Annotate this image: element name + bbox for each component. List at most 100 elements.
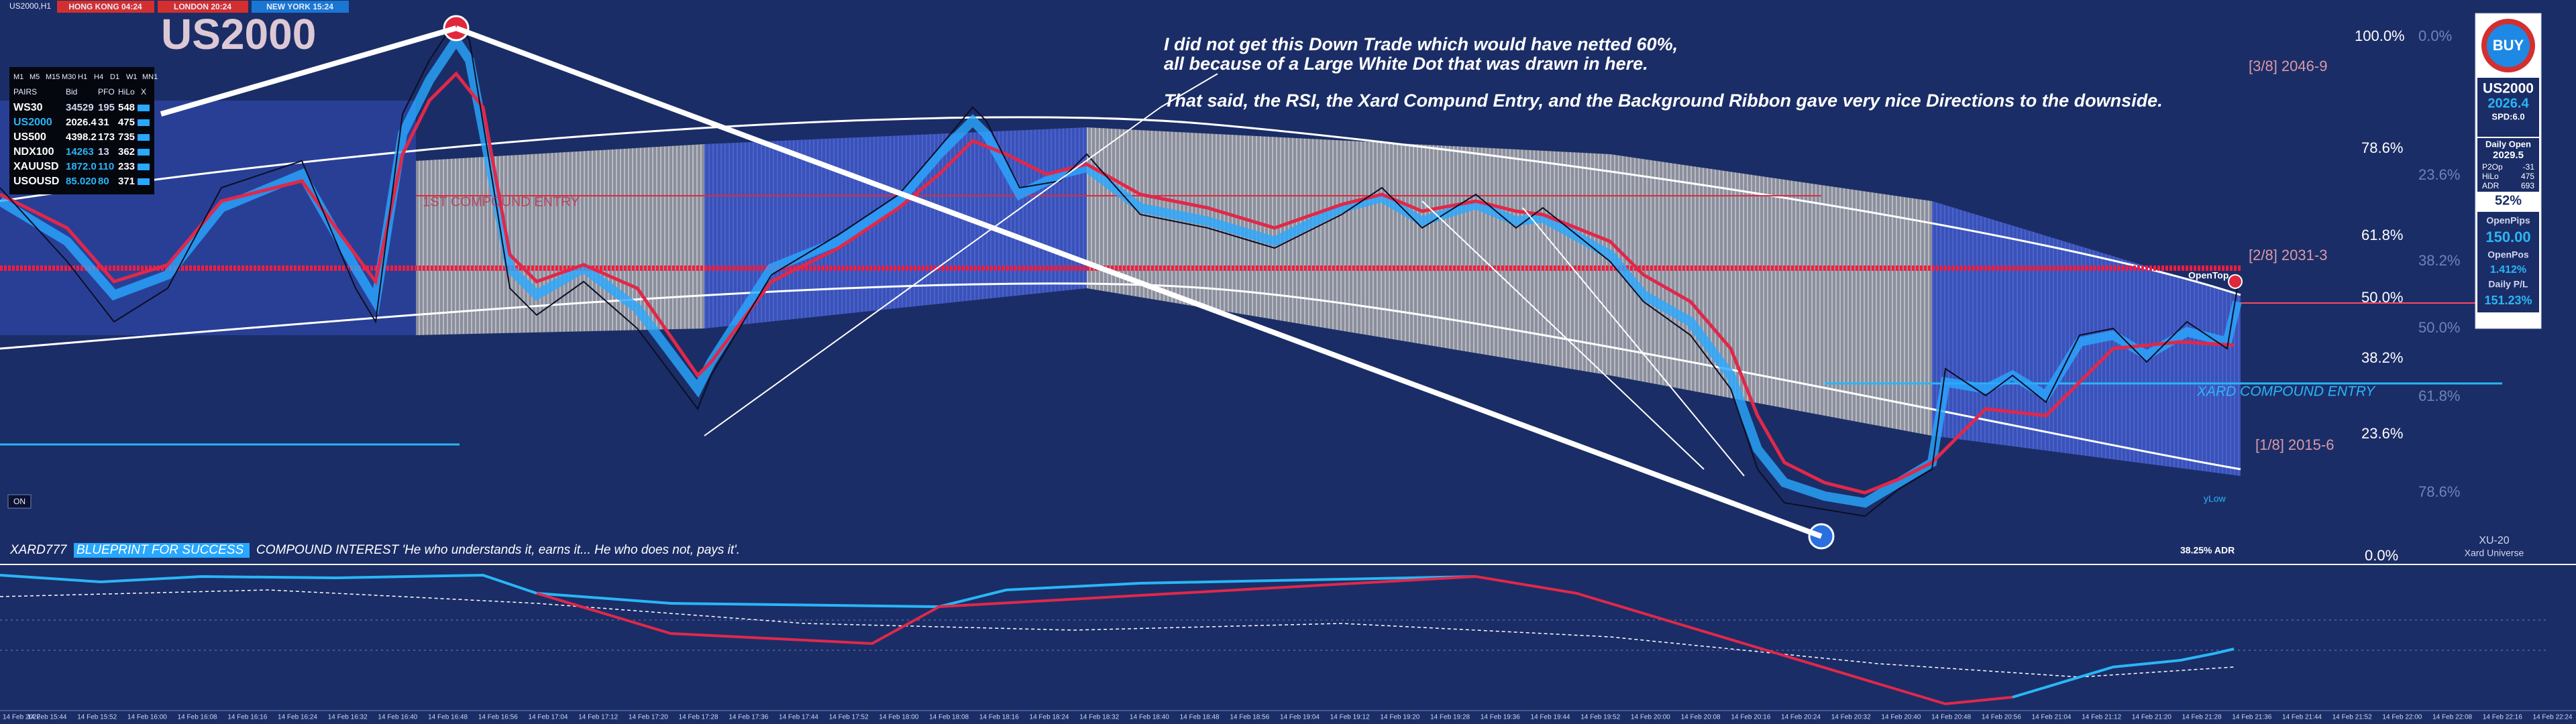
timeframe-label: M30 bbox=[62, 73, 76, 81]
timeframe-label: MN1 bbox=[142, 73, 158, 81]
watch-cell: 233 bbox=[118, 161, 135, 172]
time-label: 14 Feb 16:56 bbox=[478, 714, 518, 721]
indicator-pane bbox=[0, 564, 2576, 711]
time-label: 14 Feb 19:04 bbox=[1280, 714, 1320, 721]
open-pips-label: OpenPips bbox=[2486, 215, 2530, 226]
fib-label: 61.8% bbox=[2361, 227, 2403, 243]
fib-faded-label: 78.6% bbox=[2418, 483, 2460, 500]
watch-pair: US2000 bbox=[13, 117, 52, 128]
panel-percent: 52% bbox=[2495, 193, 2522, 208]
time-label: 14 Feb 20:48 bbox=[1931, 714, 1971, 721]
time-label: 14 Feb 17:04 bbox=[529, 714, 568, 721]
time-label: 14 Feb 19:12 bbox=[1330, 714, 1370, 721]
buy-button-label[interactable]: BUY bbox=[2493, 37, 2524, 54]
y-low-label: yLow bbox=[2204, 493, 2226, 504]
stat-value: 475 bbox=[2521, 172, 2534, 181]
column-header: HiLo bbox=[118, 87, 135, 97]
watch-cell: 735 bbox=[118, 131, 135, 143]
daily-pl-label: Daily P/L bbox=[2488, 279, 2528, 290]
octave-label: [2/8] 2031-3 bbox=[2249, 247, 2327, 263]
fib-label: 100.0% bbox=[2355, 27, 2405, 44]
column-header: PAIRS bbox=[13, 87, 37, 97]
time-label: 14 Feb 16:32 bbox=[328, 714, 368, 721]
footer-highlight: BLUEPRINT FOR SUCCESS bbox=[76, 543, 244, 557]
watch-cell: 2026.4 bbox=[66, 117, 97, 128]
watch-cell: 13 bbox=[98, 146, 109, 158]
watch-cell: 14263 bbox=[66, 146, 94, 158]
watch-cell: 371 bbox=[118, 176, 135, 187]
timeframe-label: D1 bbox=[110, 73, 119, 81]
time-label: 14 Feb 20:16 bbox=[1731, 714, 1770, 721]
on-button-label[interactable]: ON bbox=[13, 497, 25, 506]
watch-pair: USOUSD bbox=[13, 176, 59, 187]
time-label: 14 Feb 22:00 bbox=[2382, 714, 2422, 721]
watch-cell: 31 bbox=[98, 117, 109, 128]
watch-indicator bbox=[138, 119, 150, 126]
time-label: 14 Feb 17:28 bbox=[679, 714, 718, 721]
brand: XU-20 bbox=[2479, 535, 2509, 546]
symbol-title: US2000 bbox=[161, 10, 316, 58]
order-panel: BUY US2000 2026.4 SPD:6.0 Daily Open 202… bbox=[2475, 13, 2542, 329]
column-header: X bbox=[141, 87, 146, 97]
time-label: 14 Feb 19:44 bbox=[1531, 714, 1570, 721]
on-button[interactable] bbox=[7, 494, 32, 509]
watch-cell: 110 bbox=[98, 161, 114, 172]
time-label: 14 Feb 22:24 bbox=[2533, 714, 2573, 721]
time-label: 14 Feb 21:12 bbox=[2082, 714, 2121, 721]
fib-faded-label: 23.6% bbox=[2418, 166, 2460, 183]
time-label: 14 Feb 18:08 bbox=[929, 714, 969, 721]
time-label: 14 Feb 22:08 bbox=[2432, 714, 2472, 721]
timeframe-label: M15 bbox=[46, 73, 60, 81]
watch-pair: NDX100 bbox=[13, 146, 54, 158]
time-label: 14 Feb 16:08 bbox=[178, 714, 217, 721]
time-label: 14 Feb 17:44 bbox=[779, 714, 818, 721]
fib-label: 0.0% bbox=[2365, 547, 2398, 564]
watch-cell: 195 bbox=[98, 102, 115, 113]
symbol-period: US2000,H1 bbox=[9, 1, 51, 11]
time-label: 14 Feb 19:20 bbox=[1380, 714, 1419, 721]
time-label: 14 Feb 18:40 bbox=[1130, 714, 1169, 721]
daily-open-label: Daily Open bbox=[2485, 139, 2531, 149]
time-label: 14 Feb 17:12 bbox=[578, 714, 618, 721]
time-label: 14 Feb 19:36 bbox=[1481, 714, 1520, 721]
watch-cell: 1872.0 bbox=[66, 161, 97, 172]
time-label: 14 Feb 20:24 bbox=[1781, 714, 1821, 721]
fib-label: 50.0% bbox=[2361, 289, 2403, 306]
time-label: 14 Feb 17:52 bbox=[829, 714, 869, 721]
watch-cell: 34529 bbox=[66, 102, 94, 113]
time-label: 14 Feb 19:52 bbox=[1580, 714, 1620, 721]
footer-quote-text: COMPOUND INTEREST 'He who understands it… bbox=[256, 543, 740, 557]
footer-quote: XARD777 BLUEPRINT FOR SUCCESS COMPOUND I… bbox=[9, 543, 740, 558]
session-label: LONDON 20:24 bbox=[174, 2, 231, 11]
time-label: 14 Feb 21:36 bbox=[2232, 714, 2271, 721]
time-label: 14 Feb 20:32 bbox=[1831, 714, 1871, 721]
buy-button-inner[interactable] bbox=[2487, 24, 2530, 67]
octave-label: [3/8] 2046-9 bbox=[2249, 58, 2327, 74]
open-pos-value: 1.412% bbox=[2490, 264, 2526, 276]
watch-cell: 80 bbox=[98, 176, 109, 187]
fib-label: 38.2% bbox=[2361, 349, 2403, 366]
watch-cell: 85.020 bbox=[66, 176, 97, 187]
time-label: 14 Feb 21:20 bbox=[2132, 714, 2171, 721]
time-label: 14 Feb 21:44 bbox=[2282, 714, 2322, 721]
session-label: HONG KONG 04:24 bbox=[68, 2, 142, 11]
watchlist: M1 M5 M15 M30 H1 H4 D1 W1 MN1 PAIRS Bid PFO HiLo X WS3… bbox=[13, 73, 158, 187]
fib-faded-label: 0.0% bbox=[2418, 27, 2452, 44]
time-label: 14 Feb 15:44 bbox=[28, 714, 67, 721]
fib-faded-label: 38.2% bbox=[2418, 252, 2460, 269]
time-label: 14 Feb 17:36 bbox=[729, 714, 768, 721]
header: US2000,H1 HONG KONG 04:24 LONDON 20:24 N… bbox=[9, 1, 349, 58]
time-label: 14 Feb 16:16 bbox=[227, 714, 267, 721]
time-label: 14 Feb 20:40 bbox=[1881, 714, 1921, 721]
time-label: 14 Feb 19:28 bbox=[1430, 714, 1470, 721]
watch-cell: 548 bbox=[118, 102, 135, 113]
time-label: 14 Feb 22:16 bbox=[2483, 714, 2522, 721]
time-label: 14 Feb 16:40 bbox=[378, 714, 417, 721]
stat-label: ADR bbox=[2482, 181, 2500, 190]
time-label: 14 Feb 16:48 bbox=[428, 714, 468, 721]
panel-price: 2026.4 bbox=[2487, 96, 2529, 111]
stat-label: P2Op bbox=[2482, 162, 2503, 172]
trend-lines bbox=[160, 25, 1823, 539]
